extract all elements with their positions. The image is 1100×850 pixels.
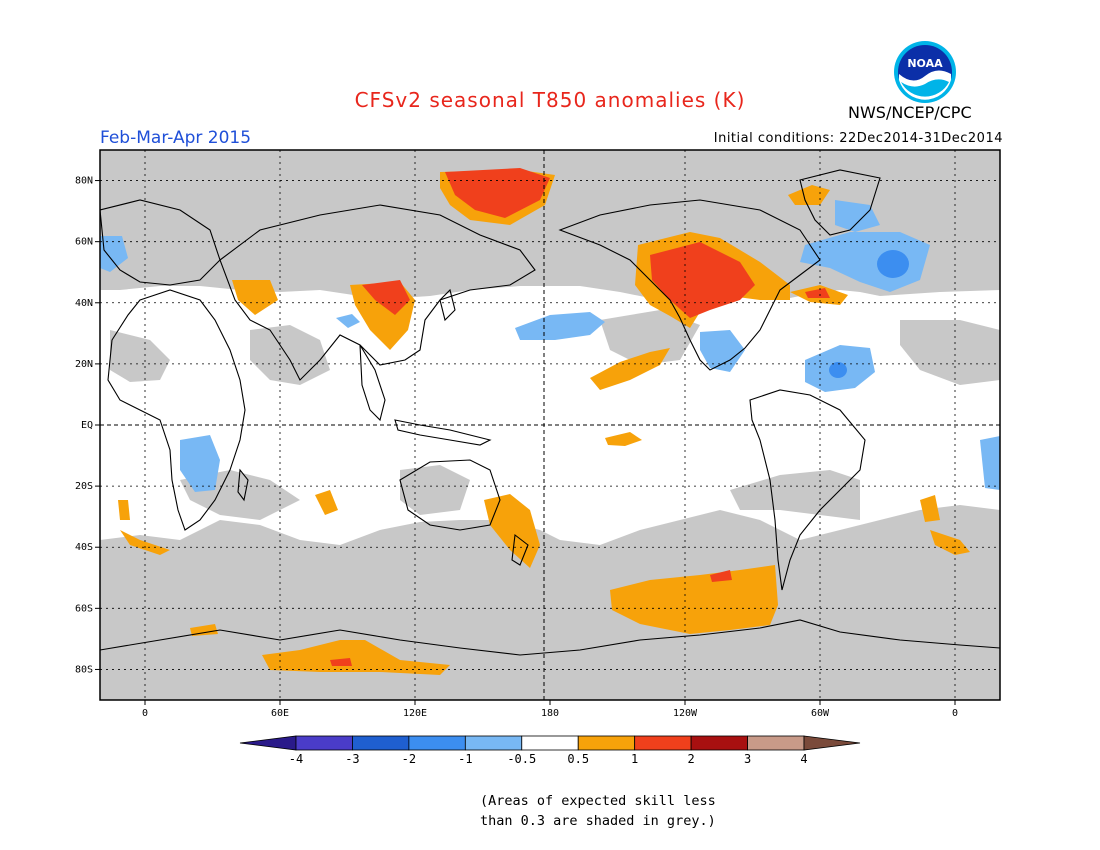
warm-s-atl-1 [920,495,940,522]
legend-tick-label: -3 [345,752,359,766]
cold-w-africa [980,436,1000,490]
legend-bin [747,735,805,751]
coast-africa-europe [107,289,246,531]
cold-europe [100,236,128,272]
lon-tick-label: 120W [673,708,698,719]
lat-tick-label: 40N [75,298,93,309]
legend-bin [521,735,579,751]
legend-bin [352,735,410,751]
grey-pacific [600,310,700,365]
cold-pacific [515,312,605,340]
initial-conditions-label: Initial conditions: 22Dec2014-31Dec2014 [713,131,1003,146]
season-label: Feb-Mar-Apr 2015 [100,128,252,148]
coast-nz [511,533,529,566]
warm-antarctic-2 [190,624,218,636]
grey-aus [400,465,470,515]
lon-tick-label: 180 [541,708,559,719]
strong-nw-atl [805,288,830,298]
strong-n-america [650,242,755,318]
legend-bin [408,735,466,751]
legend-tick-label: 1 [631,752,638,766]
coast-europe [100,199,221,286]
legend-tick-label: 0.5 [567,752,589,766]
lat-tick-label: 80N [75,176,93,187]
legend-bin [464,735,523,751]
strong-arctic [445,168,550,218]
grey-africa [110,330,170,382]
cold-africa [180,435,220,492]
coast-n-america [558,199,821,371]
noaa-logo: NOAA [894,41,956,103]
legend-tick-label: 4 [800,752,807,766]
legend-bin [803,735,861,751]
grey-atl [900,320,1000,385]
warm-s-atl-2 [930,530,970,555]
coastlines [100,169,1000,656]
legend-ticks: -4 -3 -2 -1 -0.5 0.5 1 2 3 4 [289,752,808,766]
coast-asia [219,204,536,381]
legend-tick-label: -1 [458,752,472,766]
legend-bin [690,735,748,751]
warm-sw-indian [118,500,130,520]
cold-china [336,314,360,328]
noaa-logo-text: NOAA [907,57,943,70]
lat-tick-label: 40S [75,542,93,553]
legend-bin [577,735,636,751]
lat-tick-label: 60N [75,237,93,248]
coast-indonesia [394,419,492,446]
warm-antarctic [262,640,450,675]
coast-japan [439,288,456,322]
legend-bin [239,735,297,751]
legend-bin [634,735,692,751]
legend-tick-label: -2 [402,752,416,766]
cold-anomalies-strong [829,250,909,378]
lat-tick-label: 80S [75,664,93,675]
warm-mid-pacific [605,432,642,446]
legend-tick-label: 3 [744,752,751,766]
gridlines [100,150,1000,700]
lat-tick-label: 20S [75,481,93,492]
legend-tick-label: -0.5 [507,752,536,766]
skill-note-line-1: (Areas of expected skill less [480,793,716,809]
cold-canada-east [835,200,880,232]
legend-bin [295,735,353,751]
skill-note: (Areas of expected skill less than 0.3 a… [480,791,740,831]
lon-tick-label: 0 [952,708,958,719]
chart-title: CFSv2 seasonal T850 anomalies (K) [354,88,746,112]
legend-tick-label: 2 [687,752,694,766]
strong-antarctic [330,658,352,666]
coast-s-america [749,389,866,591]
grey-arctic [100,150,1000,300]
strong-e-asia [362,280,410,315]
legend-bins [239,735,861,751]
warm-indian-1 [120,530,170,555]
warm-trop-pacific [590,348,670,390]
lon-tick-label: 0 [142,708,148,719]
coast-madagascar [237,468,249,502]
lon-tick-label: 60W [811,708,830,719]
coast-australia [399,459,501,531]
warm-caspian [232,280,278,315]
axis-labels: 80N 60N 40N 20N EQ 20S 40S 60S 80S 0 60E 120E 180 120… [75,176,958,719]
warm-indian-2 [315,490,338,515]
strong-s-pacific [710,570,732,582]
lat-tick-label: 60S [75,603,93,614]
warm-anomalies-strong [330,168,830,666]
warm-greenland-sea [788,185,830,205]
legend-tick-label: -4 [289,752,303,766]
coast-greenland [799,169,881,236]
lon-tick-label: 120E [403,708,427,719]
lat-tick-label: EQ [81,420,93,431]
coast-indochina [359,344,386,422]
coast-antarctica [100,619,1000,656]
lat-tick-label: 20N [75,359,93,370]
warm-s-pacific [610,565,778,634]
lon-tick-label: 60E [271,708,289,719]
agency-label: NWS/NCEP/CPC [848,103,972,122]
grey-south-3 [730,470,860,520]
cold-mexico [700,330,745,372]
skill-note-line-2: than 0.3 are shaded in grey.) [480,813,716,829]
